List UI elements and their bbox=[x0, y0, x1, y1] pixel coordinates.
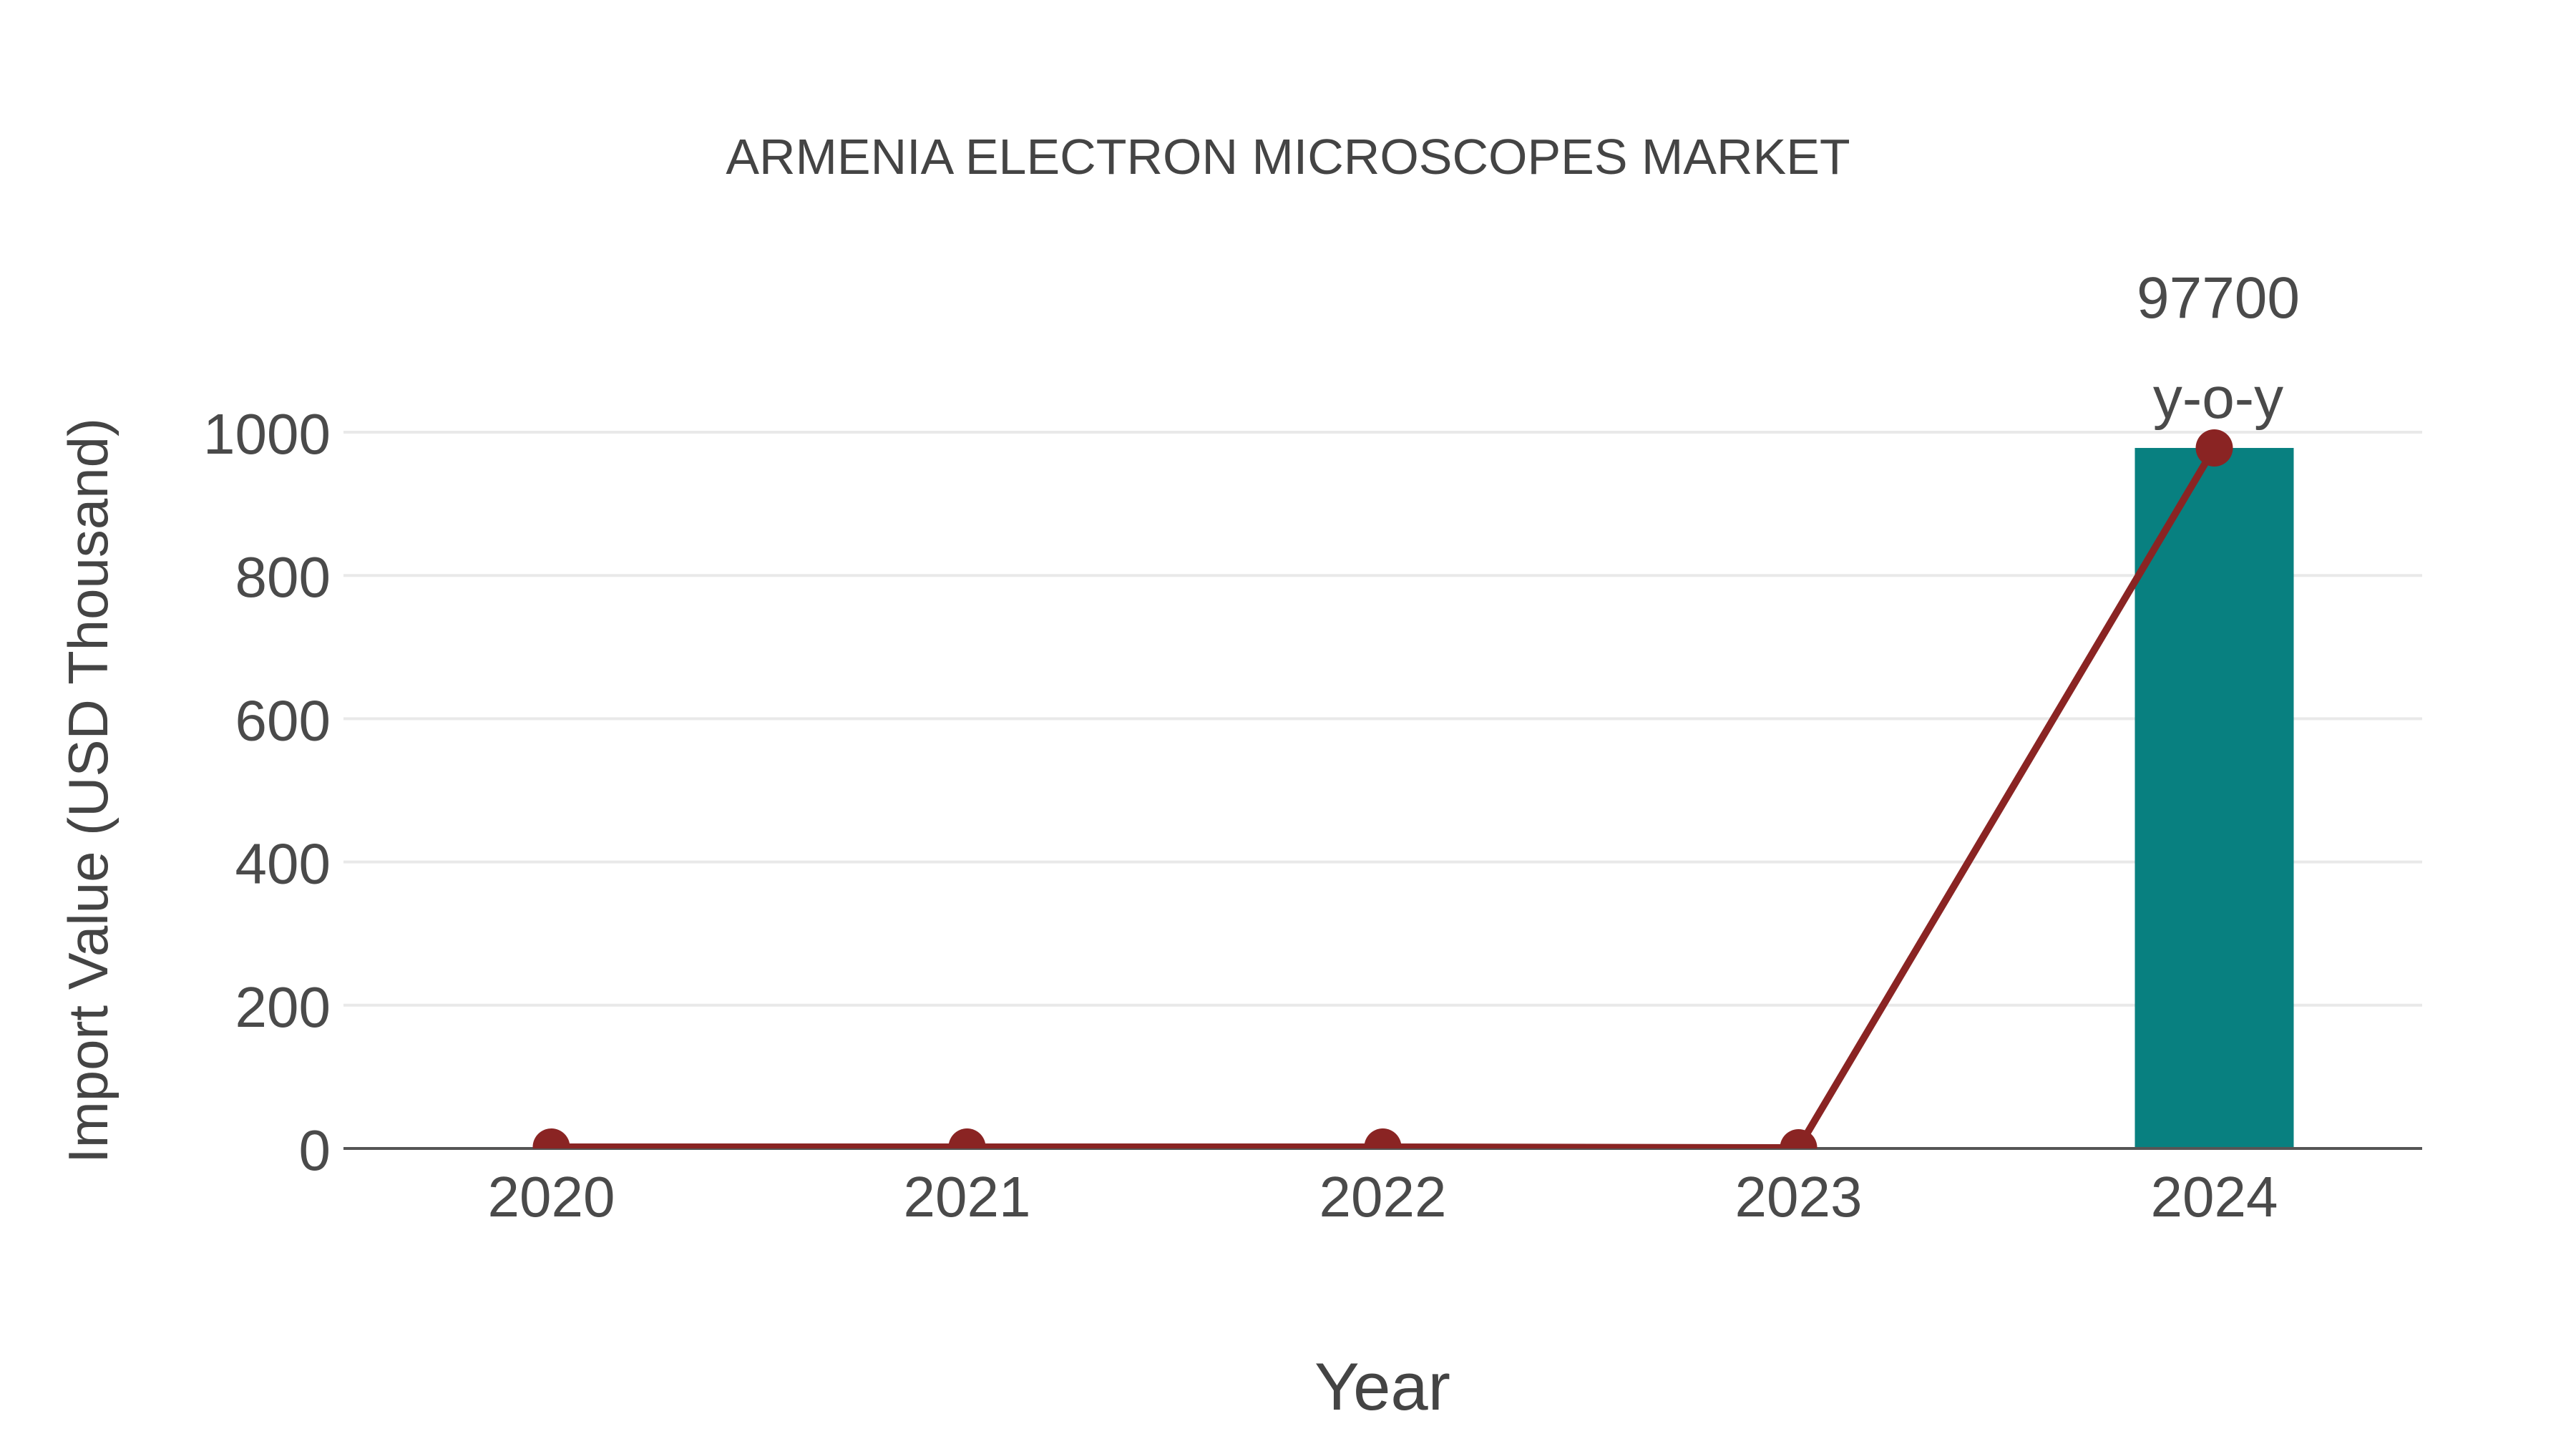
annotation-label: y-o-y bbox=[2153, 366, 2283, 431]
y-axis-title: Import Value (USD Thousand) bbox=[57, 418, 119, 1163]
data-point-marker bbox=[2195, 429, 2233, 467]
data-point-marker bbox=[532, 1128, 570, 1148]
chart-title: ARMENIA ELECTRON MICROSCOPES MARKET bbox=[726, 129, 1850, 185]
x-tick-label: 2021 bbox=[904, 1165, 1031, 1229]
x-axis-title: Year bbox=[1314, 1349, 1450, 1424]
data-point-marker bbox=[1780, 1129, 1818, 1148]
y-tick-label: 800 bbox=[235, 545, 331, 609]
y-tick-label: 0 bbox=[299, 1118, 331, 1182]
y-tick-label: 1000 bbox=[203, 402, 331, 466]
annotation-value: 97700 bbox=[2137, 265, 2300, 331]
x-tick-labels: 2020 2021 2022 2023 2024 bbox=[488, 1165, 2278, 1229]
x-tick-label: 2022 bbox=[1319, 1165, 1447, 1229]
y-tick-label: 200 bbox=[235, 975, 331, 1039]
y-tick-label: 400 bbox=[235, 832, 331, 896]
y-tick-labels: 0 200 400 600 800 1000 bbox=[203, 402, 331, 1182]
x-tick-label: 2023 bbox=[1735, 1165, 1863, 1229]
data-point-marker bbox=[948, 1128, 986, 1148]
plot-area bbox=[343, 179, 2422, 1148]
data-point-marker bbox=[1364, 1128, 1402, 1148]
bar bbox=[2135, 448, 2294, 1148]
y-tick-label: 600 bbox=[235, 688, 331, 752]
x-tick-label: 2024 bbox=[2151, 1165, 2278, 1229]
line-series bbox=[532, 429, 2233, 1148]
gridlines bbox=[343, 431, 2422, 1007]
x-tick-label: 2020 bbox=[488, 1165, 615, 1229]
